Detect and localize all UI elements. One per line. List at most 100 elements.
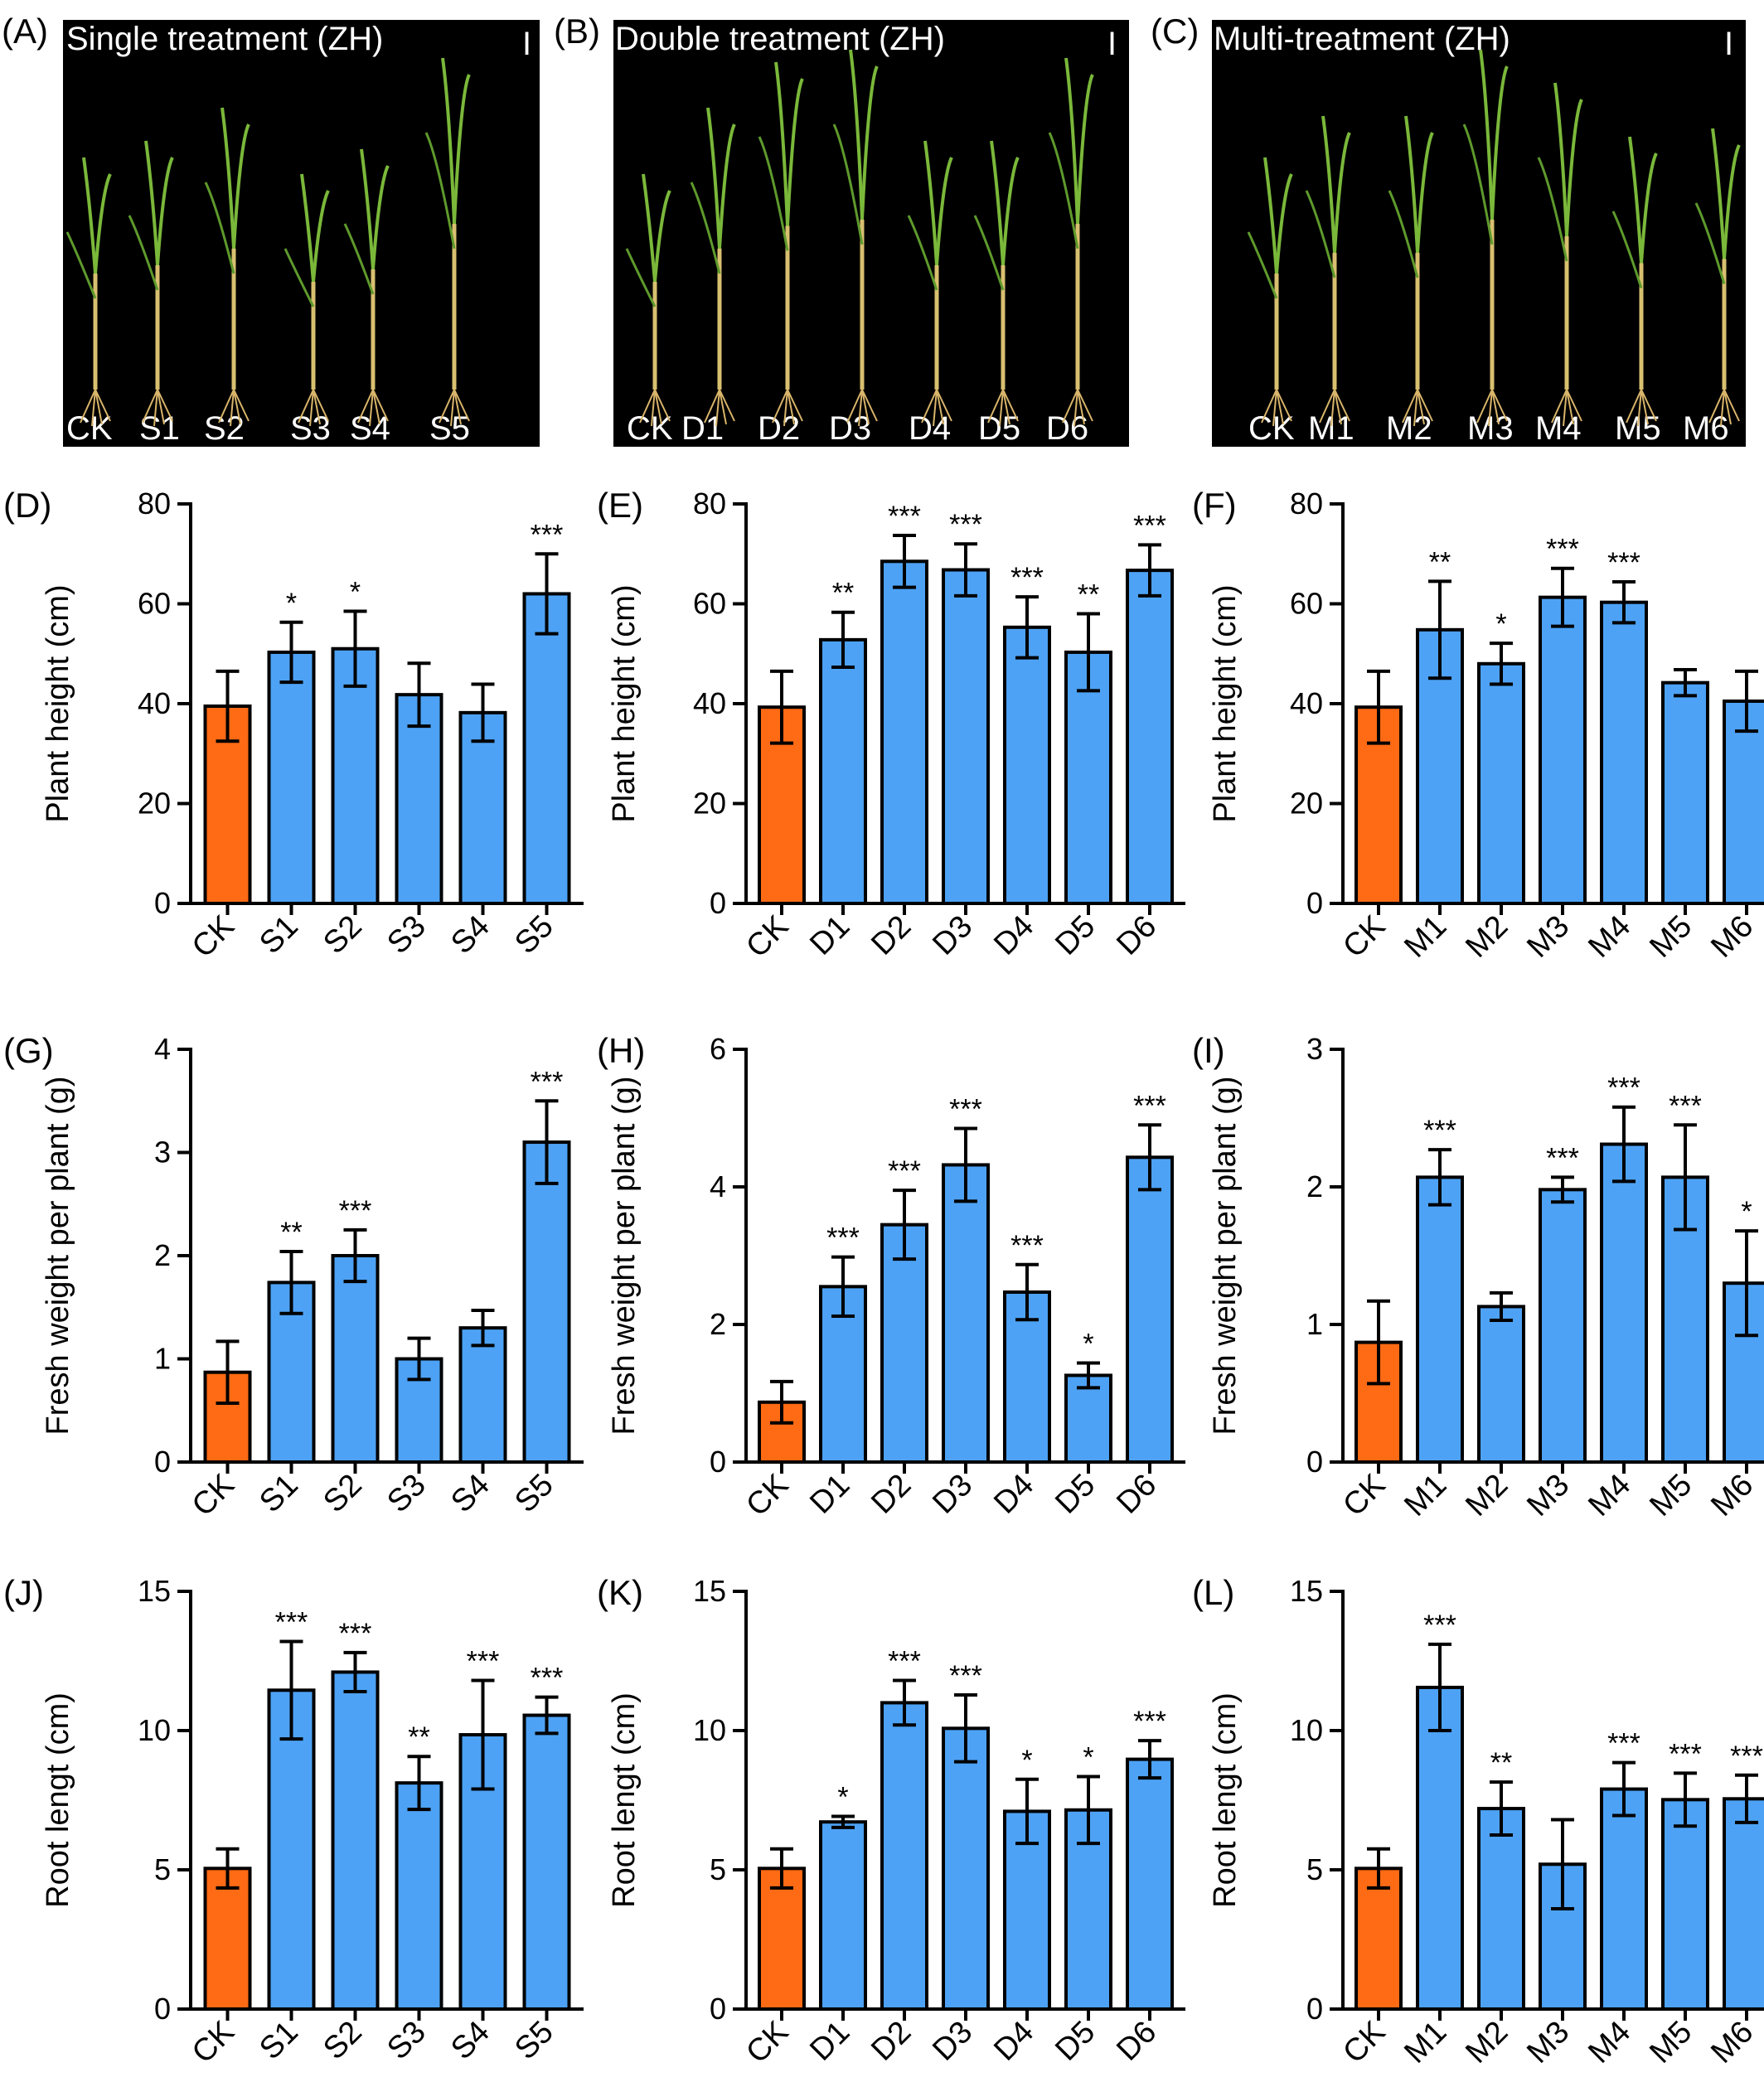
y-tick-label: 20 bbox=[138, 787, 171, 821]
plant-roots bbox=[704, 389, 735, 427]
bar-d3 bbox=[942, 568, 990, 906]
plant-roots bbox=[1062, 389, 1093, 427]
significance-label: ** bbox=[408, 1721, 429, 1753]
plant-leaf bbox=[832, 123, 864, 245]
category-label: D5 bbox=[1049, 909, 1102, 962]
significance-label: ** bbox=[1490, 1747, 1512, 1779]
photo-a-title: Single treatment (ZH) bbox=[66, 21, 383, 57]
significance-label: * bbox=[350, 577, 361, 608]
category-label: M2 bbox=[1459, 2015, 1514, 2070]
plant-2-4 bbox=[1537, 82, 1583, 427]
category-label: D4 bbox=[987, 2015, 1040, 2068]
category-label: CK bbox=[186, 1468, 241, 1523]
plant-leaf bbox=[990, 140, 1005, 266]
panel-letter: (L) bbox=[1192, 1573, 1234, 1612]
plant-leaf bbox=[935, 157, 953, 266]
significance-label: *** bbox=[339, 1195, 372, 1227]
plant-leaf bbox=[441, 57, 456, 225]
photo-c-background bbox=[1212, 20, 1746, 447]
plant-leaf bbox=[758, 136, 789, 251]
bar-m2 bbox=[1477, 1807, 1525, 2012]
photo-b-label-d2: D2 bbox=[758, 410, 800, 447]
category-label: D3 bbox=[926, 1468, 979, 1521]
significance-label: *** bbox=[1669, 1738, 1702, 1770]
significance-label: *** bbox=[1010, 562, 1044, 593]
plant-roots bbox=[298, 389, 329, 427]
category-label: D6 bbox=[1110, 1468, 1163, 1521]
category-label: M2 bbox=[1459, 909, 1514, 965]
category-label: S3 bbox=[380, 1468, 433, 1520]
plant-1-1 bbox=[690, 107, 736, 427]
chart-j: (J) 0 5 10 15 Root lengt (cm) CK S1 *** S2 *** S3 **… bbox=[3, 1573, 584, 2070]
plant-leaf bbox=[204, 182, 235, 274]
category-label: D5 bbox=[1049, 1468, 1102, 1521]
panel-letter: (J) bbox=[3, 1573, 44, 1612]
category-label: CK bbox=[1336, 909, 1392, 965]
category-label: S1 bbox=[253, 2015, 305, 2067]
plant-leaf bbox=[300, 173, 315, 283]
category-label: S5 bbox=[508, 1468, 560, 1520]
y-axis-title: Root lengt (cm) bbox=[1208, 1692, 1243, 1908]
bar-s3 bbox=[395, 1781, 443, 2011]
category-label: D4 bbox=[987, 1468, 1040, 1521]
y-tick-label: 2 bbox=[1306, 1169, 1323, 1203]
significance-label: ** bbox=[280, 1217, 302, 1248]
bar-d1 bbox=[819, 1820, 867, 2012]
y-axis-title: Plant height (cm) bbox=[607, 584, 642, 822]
bar-s5 bbox=[522, 1713, 571, 2012]
plant-roots bbox=[1551, 389, 1582, 427]
category-label: S3 bbox=[380, 2015, 433, 2067]
plant-roots bbox=[439, 389, 470, 427]
plant-1-2 bbox=[758, 61, 804, 427]
bar-s2 bbox=[331, 1254, 380, 1464]
y-tick-label: 4 bbox=[710, 1169, 726, 1203]
panel-letter: (G) bbox=[3, 1031, 54, 1070]
plant-leaf bbox=[1263, 157, 1278, 274]
y-tick-label: 10 bbox=[1290, 1713, 1323, 1747]
y-axis-title: Plant height (cm) bbox=[41, 584, 75, 822]
category-label: M3 bbox=[1520, 1468, 1576, 1523]
significance-label: *** bbox=[531, 1066, 564, 1097]
plant-roots bbox=[142, 389, 173, 427]
category-label: CK bbox=[739, 909, 795, 965]
plant-leaf bbox=[220, 107, 235, 249]
plant-leaf bbox=[1537, 157, 1568, 262]
y-tick-label: 60 bbox=[693, 587, 726, 621]
plant-leaf bbox=[1462, 123, 1494, 245]
plant-leaf bbox=[1048, 132, 1079, 249]
photo-b-label-d6: D6 bbox=[1046, 410, 1088, 447]
category-label: M6 bbox=[1704, 909, 1760, 965]
bar-m5 bbox=[1661, 1798, 1709, 2011]
y-tick-label: 0 bbox=[710, 1992, 726, 2026]
significance-label: *** bbox=[1423, 1115, 1456, 1146]
plant-roots bbox=[1476, 389, 1508, 427]
plant-leaf bbox=[284, 248, 315, 307]
category-label: D2 bbox=[865, 1468, 918, 1521]
plant-2-1 bbox=[1305, 115, 1351, 427]
y-tick-label: 60 bbox=[1290, 587, 1323, 621]
plant-2-6 bbox=[1694, 128, 1741, 427]
y-tick-label: 0 bbox=[710, 1445, 726, 1479]
significance-label: *** bbox=[888, 501, 921, 532]
bar-s5 bbox=[522, 592, 571, 905]
bar-s5 bbox=[522, 1140, 571, 1465]
plant-roots bbox=[639, 389, 671, 427]
significance-label: *** bbox=[1607, 1728, 1640, 1760]
bar-m4 bbox=[1600, 600, 1648, 905]
plant-leaf bbox=[82, 157, 97, 274]
plant-leaf bbox=[653, 190, 671, 283]
plant-leaf bbox=[232, 123, 250, 249]
significance-label: *** bbox=[275, 1606, 308, 1638]
plant-leaf bbox=[1640, 153, 1658, 264]
category-label: M5 bbox=[1643, 2015, 1699, 2070]
significance-label: *** bbox=[888, 1646, 921, 1678]
bar-s2 bbox=[331, 646, 380, 905]
significance-label: *** bbox=[1607, 547, 1640, 579]
photo-c-title: Multi-treatment (ZH) bbox=[1214, 21, 1510, 57]
significance-label: *** bbox=[1669, 1090, 1702, 1121]
plant-leaf bbox=[1076, 74, 1094, 225]
plant-roots bbox=[846, 389, 878, 427]
y-tick-label: 3 bbox=[154, 1135, 171, 1169]
